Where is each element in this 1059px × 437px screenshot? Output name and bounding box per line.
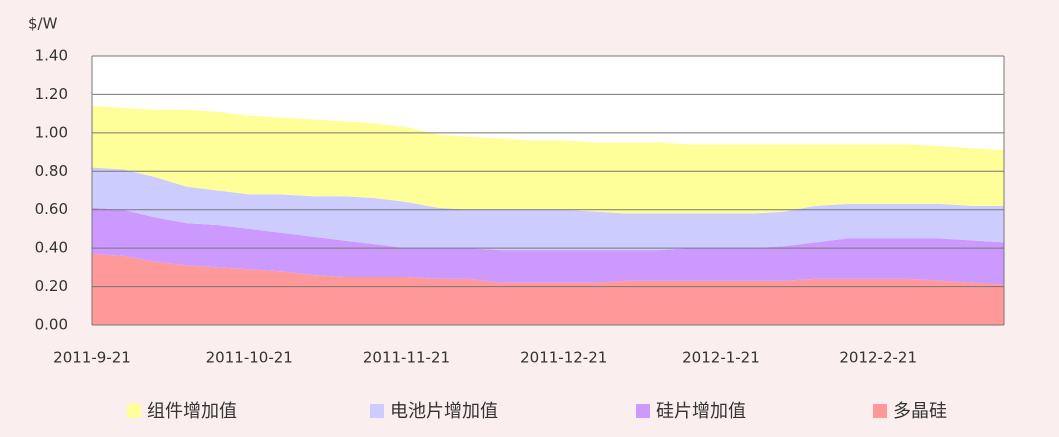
x-tick-label: 2011-9-21 <box>53 349 131 367</box>
y-axis-label: $/W <box>28 15 58 33</box>
y-tick-label: 0.40 <box>35 239 68 257</box>
legend-swatch <box>636 404 650 418</box>
legend-label: 电池片增加值 <box>390 401 498 422</box>
x-tick-label: 2011-12-21 <box>520 349 607 367</box>
y-tick-label: 1.00 <box>35 123 68 141</box>
y-tick-label: 0.80 <box>35 162 68 180</box>
y-tick-label: 0.20 <box>35 277 68 295</box>
y-tick-label: 1.20 <box>35 85 68 103</box>
legend-label: 硅片增加值 <box>656 401 746 422</box>
y-tick-label: 1.40 <box>35 47 68 65</box>
legend-swatch <box>370 404 384 418</box>
legend-label: 组件增加值 <box>147 401 237 422</box>
x-tick-label: 2012-1-21 <box>682 349 760 367</box>
y-tick-label: 0.00 <box>35 316 68 334</box>
area <box>92 253 1004 325</box>
x-tick-label: 2012-2-21 <box>839 349 917 367</box>
x-tick-label: 2011-10-21 <box>206 349 293 367</box>
legend-swatch <box>873 404 887 418</box>
y-tick-label: 0.60 <box>35 200 68 218</box>
x-tick-label: 2011-11-21 <box>363 349 450 367</box>
legend-swatch <box>127 404 141 418</box>
area <box>92 167 1004 251</box>
area <box>92 207 1004 285</box>
legend-label: 多晶硅 <box>893 401 947 422</box>
